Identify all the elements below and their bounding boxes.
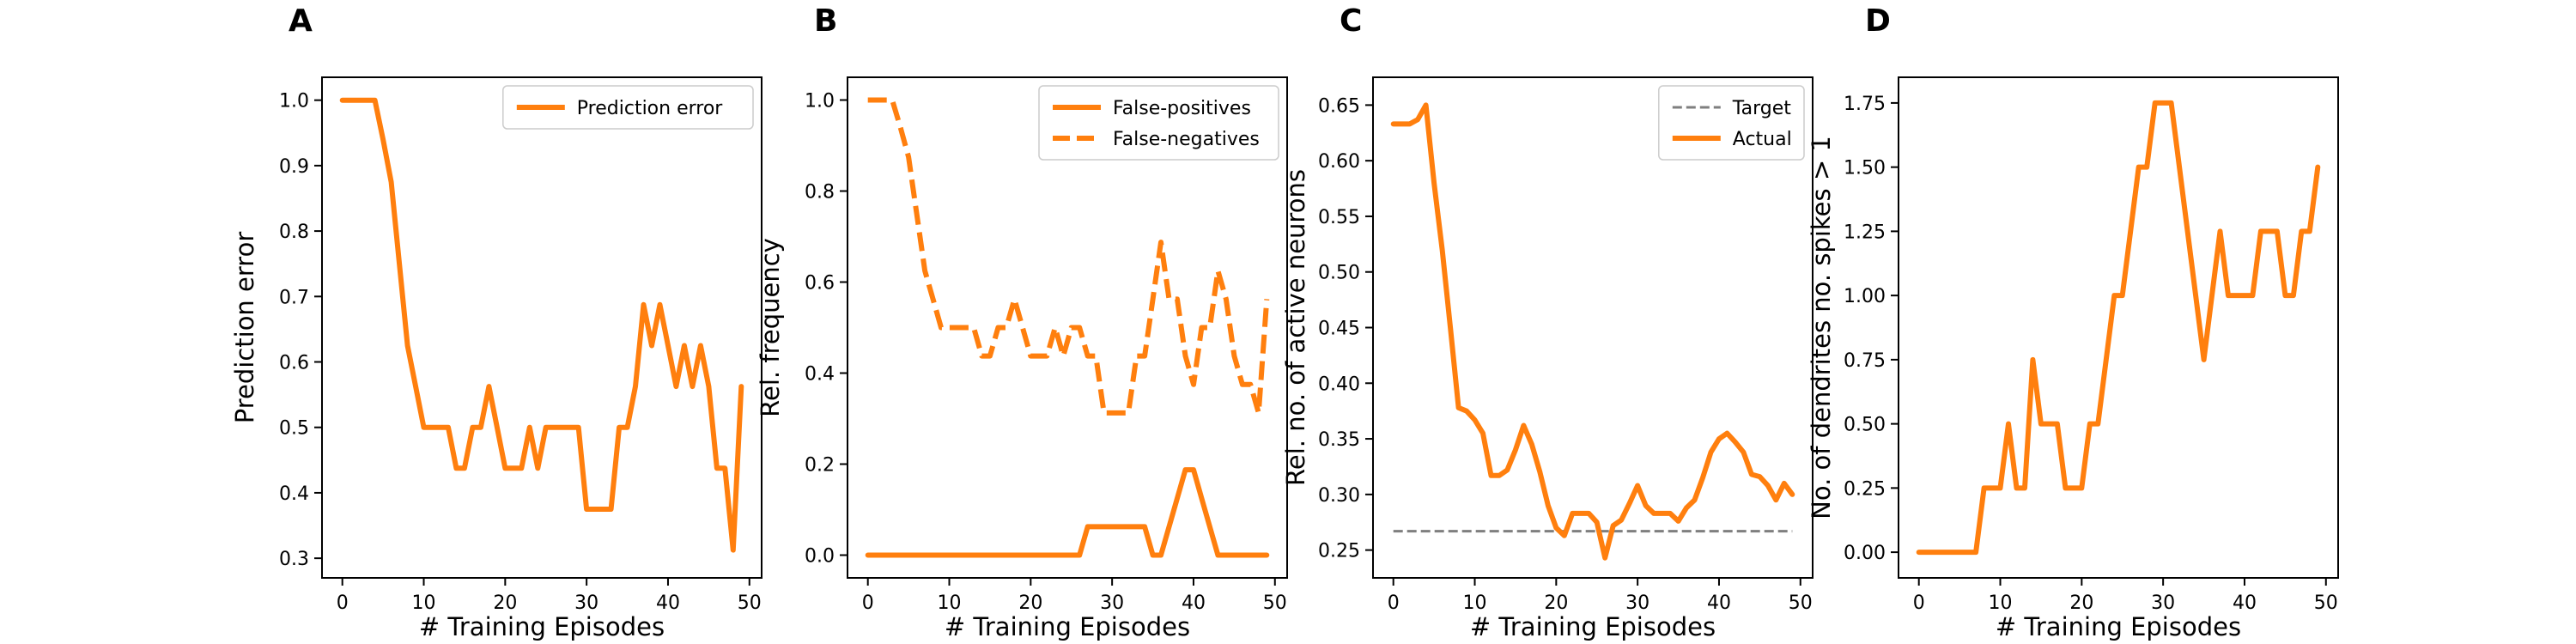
axes-frame-b: [847, 76, 1288, 579]
y-tick-label-d: 0.50: [1844, 415, 1886, 436]
y-tick-label-c: 0.55: [1318, 207, 1360, 228]
y-tick-label-b: 0.0: [805, 546, 835, 568]
y-tick-label-a: 0.5: [279, 418, 309, 440]
panel-a: 0 10 20 30 40 50 0.3 0.4 0.5 0.6 0.7 0.8 0.9 1.0 # Tra…: [230, 76, 762, 641]
y-tick-label-a: 0.8: [279, 222, 309, 243]
x-tick-label-c: 40: [1707, 592, 1731, 614]
x-tick-label-c: 20: [1544, 592, 1568, 614]
x-tick-label-c: 0: [1388, 592, 1400, 614]
y-tick-label-d: 1.50: [1844, 158, 1886, 179]
y-tick-label-c: 0.30: [1318, 485, 1360, 507]
x-tick-label-b: 20: [1018, 592, 1042, 614]
x-tick-label-b: 30: [1100, 592, 1124, 614]
x-tick-label-c: 30: [1625, 592, 1649, 614]
y-tick-label-d: 1.00: [1844, 286, 1886, 307]
y-tick-label-a: 0.7: [279, 287, 309, 308]
x-tick-label-d: 0: [1913, 592, 1925, 614]
legend-label-c-1: Actual: [1733, 129, 1792, 150]
x-tick-label-a: 30: [574, 592, 598, 614]
x-tick-label-c: 10: [1463, 592, 1487, 614]
x-tick-label-d: 10: [1989, 592, 2013, 614]
x-tick-label-b: 40: [1182, 592, 1206, 614]
panel-c: 0 10 20 30 40 50 0.25 0.30 0.35 0.40 0.45 0.50 0.55 0…: [1281, 76, 1814, 641]
legend-box-b: [1038, 85, 1279, 161]
legend-label-b-1: False-negatives: [1113, 129, 1260, 150]
series-line-b-1: [867, 97, 1270, 416]
x-tick-label-c: 50: [1789, 592, 1813, 614]
y-tick-label-a: 1.0: [279, 91, 309, 112]
panel-letter-b: B: [814, 3, 837, 39]
series-line-d-0: [1916, 100, 2321, 556]
y-tick-label-c: 0.50: [1318, 263, 1360, 284]
panel-d: 0 10 20 30 40 50 0.00 0.25 0.50 0.75 1.00 1.25 1.50 1…: [1807, 76, 2339, 641]
y-tick-label-c: 0.60: [1318, 151, 1360, 173]
y-tick-label-a: 0.3: [279, 549, 309, 570]
y-tick-label-b: 0.2: [805, 455, 835, 477]
y-tick-label-c: 0.40: [1318, 374, 1360, 395]
series-line-c-1: [1390, 102, 1795, 561]
x-axis-label-a: # Training Episodes: [419, 612, 665, 641]
y-tick-label-a: 0.9: [279, 156, 309, 178]
y-tick-label-a: 0.4: [279, 483, 309, 505]
y-tick-label-d: 1.75: [1844, 94, 1886, 115]
y-axis-label-b: Rel. frequency: [756, 238, 785, 417]
y-axis-label-c: Rel. no. of active neurons: [1281, 169, 1310, 486]
x-axis-label-d: # Training Episodes: [1996, 612, 2241, 641]
legend-label-c-0: Target: [1732, 98, 1791, 119]
axes-frame-a: [321, 76, 762, 579]
y-tick-label-b: 0.6: [805, 273, 835, 295]
legend-box-a: [502, 85, 754, 130]
panel-b: 0 10 20 30 40 50 0.0 0.2 0.4 0.6 0.8 1.0 # Training …: [756, 76, 1288, 641]
y-tick-label-c: 0.45: [1318, 319, 1360, 340]
y-tick-label-d: 1.25: [1844, 222, 1886, 243]
x-tick-label-b: 50: [1263, 592, 1287, 614]
y-tick-label-a: 0.6: [279, 353, 309, 374]
y-tick-label-c: 0.35: [1318, 429, 1360, 451]
y-axis-label-a: Prediction error: [230, 232, 259, 424]
x-tick-label-b: 0: [862, 592, 874, 614]
series-line-b-0: [865, 467, 1270, 558]
panel-letter-a: A: [289, 3, 313, 39]
legend-box-c: [1658, 85, 1805, 161]
y-tick-label-b: 1.0: [805, 91, 835, 112]
x-tick-label-b: 10: [938, 592, 962, 614]
x-tick-label-d: 50: [2314, 592, 2338, 614]
x-tick-label-a: 50: [738, 592, 762, 614]
y-axis-label-d: No. of dendrites no. spikes > 1: [1807, 136, 1836, 519]
x-axis-label-c: # Training Episodes: [1470, 612, 1716, 641]
series-line-a-0: [339, 97, 744, 553]
legend-label-a-0: Prediction error: [577, 98, 723, 119]
x-tick-label-d: 40: [2233, 592, 2257, 614]
y-tick-label-b: 0.4: [805, 364, 835, 386]
y-tick-label-b: 0.8: [805, 182, 835, 204]
x-tick-label-a: 20: [493, 592, 517, 614]
y-tick-label-d: 0.25: [1844, 478, 1886, 500]
panel-letter-d: D: [1865, 3, 1891, 39]
x-tick-label-a: 40: [656, 592, 680, 614]
x-tick-label-d: 30: [2151, 592, 2175, 614]
y-tick-label-d: 0.75: [1844, 350, 1886, 372]
y-tick-label-c: 0.25: [1318, 541, 1360, 562]
y-tick-label-d: 0.00: [1844, 543, 1886, 564]
panel-letter-c: C: [1340, 3, 1362, 39]
x-tick-label-a: 10: [412, 592, 436, 614]
x-tick-label-d: 20: [2069, 592, 2093, 614]
x-axis-label-b: # Training Episodes: [945, 612, 1190, 641]
legend-label-b-0: False-positives: [1113, 98, 1251, 119]
axes-frame-d: [1898, 76, 2339, 579]
x-tick-label-a: 0: [337, 592, 349, 614]
y-tick-label-c: 0.65: [1318, 95, 1360, 117]
